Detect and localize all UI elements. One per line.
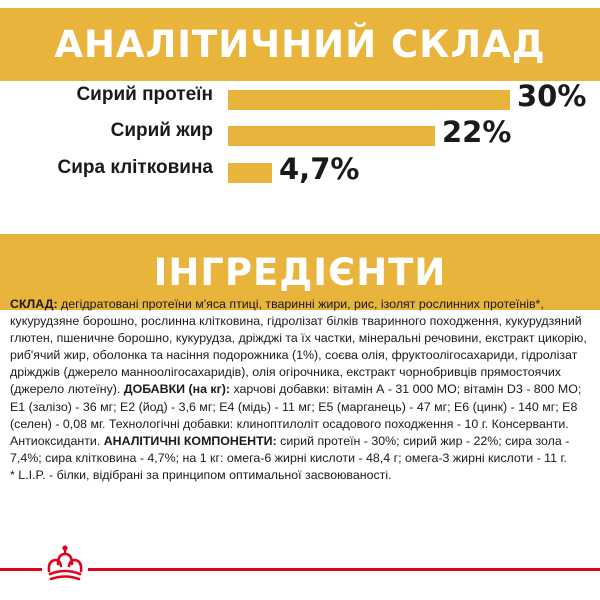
analysis-title: АНАЛІТИЧНИЙ СКЛАД	[54, 23, 546, 66]
ingredients-part: сирий протеїн - 30%; сирий жир - 22%; си…	[10, 433, 570, 465]
ingredients-part: ДОБАВКИ (на кг):	[123, 382, 231, 397]
ingredients-part: АНАЛІТИЧНІ КОМПОНЕНТИ:	[103, 433, 277, 448]
analysis-banner: АНАЛІТИЧНИЙ СКЛАД	[0, 8, 600, 81]
ingredients-part: СКЛАД:	[10, 297, 58, 311]
royal-canin-crown-icon	[47, 545, 83, 581]
ingredients-part: дегідратовані протеїни м'яса птиці, твар…	[10, 297, 587, 397]
ingredients-title: ІНГРЕДІЄНТИ	[153, 250, 447, 294]
analysis-row-label: Сира клітковина	[57, 157, 213, 178]
ingredients-banner: ІНГРЕДІЄНТИ	[0, 234, 600, 310]
analysis-row-label: Сирий протеїн	[76, 84, 213, 105]
analysis-row-value: 22%	[442, 115, 512, 149]
analysis-row-value: 4,7%	[279, 152, 360, 186]
analysis-row-label: Сирий жир	[110, 120, 213, 141]
analysis-row-protein: Сирий протеїн 30%	[0, 79, 600, 114]
ingredients-part: харчові добавки: вітамін А - 31 000 МО; …	[10, 382, 582, 448]
ingredients-footnote: * L.I.P. - білки, відібрані за принципом…	[10, 467, 392, 482]
analysis-row-fat: Сирий жир 22%	[0, 115, 600, 150]
footer-line-right	[88, 568, 600, 571]
footer-line-left	[0, 568, 42, 571]
analysis-bar	[228, 163, 272, 183]
ingredients-text: СКЛАД: дегідратовані протеїни м'яса птиц…	[10, 296, 592, 484]
analysis-bar	[228, 126, 435, 146]
analysis-bar	[228, 90, 510, 110]
analysis-row-value: 30%	[517, 79, 587, 113]
analysis-row-fiber: Сира клітковина 4,7%	[0, 152, 600, 187]
